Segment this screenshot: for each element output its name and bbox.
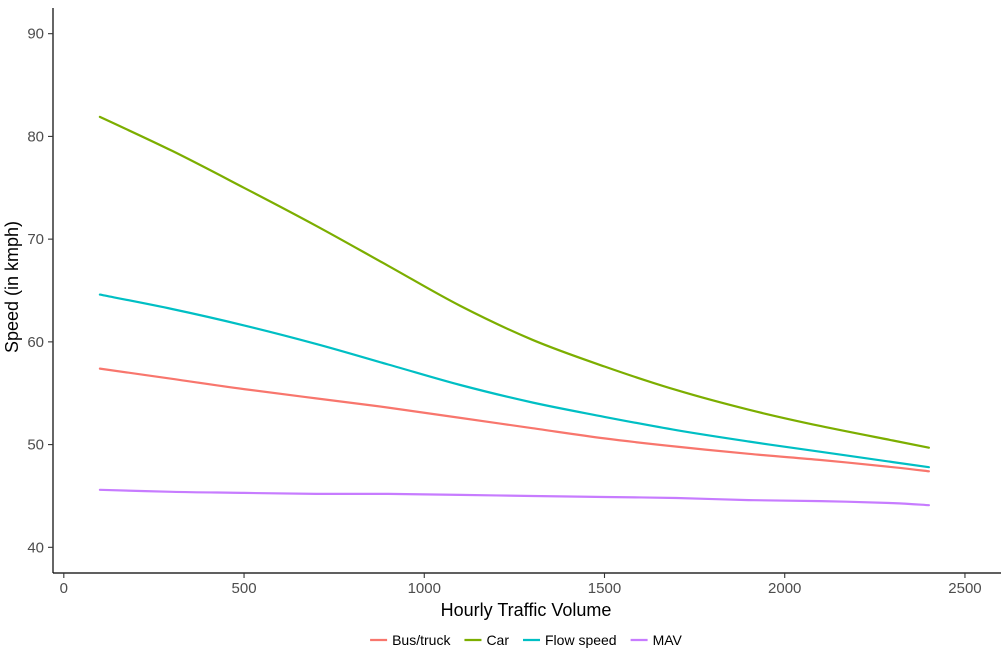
- y-tick-label: 70: [27, 231, 44, 248]
- series-line-car: [98, 115, 930, 449]
- legend-item-flow-speed: Flow speed: [523, 632, 617, 648]
- legend-label: Flow speed: [545, 632, 617, 648]
- legend-item-mav: MAV: [630, 632, 683, 648]
- x-tick-label: 1000: [408, 580, 441, 597]
- y-ticks: 40 50 60 70 80 90: [27, 26, 53, 556]
- y-tick-label: 80: [27, 128, 44, 145]
- x-tick-label: 2000: [768, 580, 801, 597]
- legend-item-car: Car: [464, 632, 509, 648]
- y-tick-label: 60: [27, 334, 44, 351]
- x-tick-label: 2500: [948, 580, 981, 597]
- y-tick-label: 40: [27, 539, 44, 556]
- plot-lines: [98, 115, 930, 507]
- x-tick-label: 1500: [588, 580, 621, 597]
- series-line-bus-truck: [98, 367, 930, 473]
- y-tick-label: 90: [27, 26, 44, 43]
- x-axis-title: Hourly Traffic Volume: [441, 600, 612, 620]
- series-line-flow-speed: [98, 293, 930, 469]
- x-tick-label: 0: [60, 580, 68, 597]
- legend-item-bus-truck: Bus/truck: [370, 632, 451, 648]
- legend-label: MAV: [653, 632, 683, 648]
- legend-label: Car: [486, 632, 509, 648]
- y-tick-label: 50: [27, 437, 44, 454]
- y-axis-title: Speed (in kmph): [2, 221, 22, 353]
- legend-label: Bus/truck: [392, 632, 451, 648]
- series-line-mav: [98, 488, 930, 507]
- x-ticks: 0 500 1000 1500 2000 2500: [60, 573, 982, 597]
- legend: Bus/truck Car Flow speed MAV: [370, 632, 683, 648]
- x-tick-label: 500: [232, 580, 257, 597]
